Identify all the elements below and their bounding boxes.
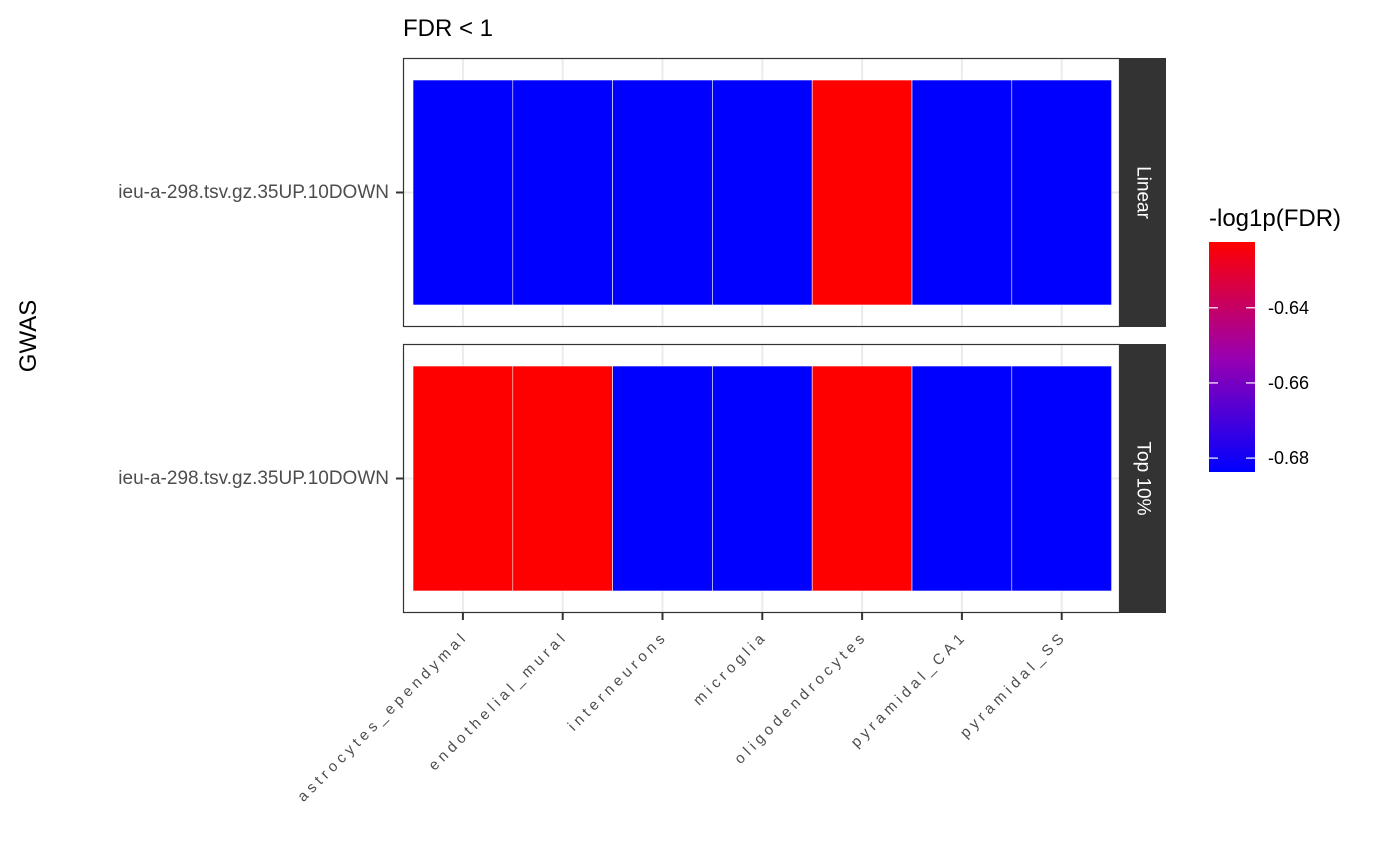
y-tick-label: ieu-a-298.tsv.gz.35UP.10DOWN (118, 468, 389, 489)
heatmap-tile (911, 365, 1013, 592)
legend-tick-label: -0.68 (1268, 448, 1309, 468)
legend-tick-label: -0.66 (1268, 373, 1309, 393)
chart-title: FDR < 1 (403, 15, 493, 42)
x-tick-label: pyramidal_SS (957, 628, 1071, 742)
heatmap-tile (1011, 365, 1112, 592)
panel-border (402, 57, 1121, 328)
facet-strip-label: Top 10% (1133, 442, 1154, 516)
x-tick-label: interneurons (565, 628, 672, 735)
heatmap-tile (512, 365, 613, 592)
heatmap-tile (811, 365, 913, 592)
heatmap-tile (412, 365, 514, 592)
x-tick-label: pyramidal_CA1 (848, 628, 971, 751)
legend-tick-label: -0.64 (1268, 298, 1309, 318)
legend-title: -log1p(FDR) (1209, 205, 1341, 232)
facet-panel: Linear ieu-a-298.tsv.gz.35UP.10DOWN (118, 57, 1166, 328)
heatmap-tile (911, 79, 1013, 306)
legend-colorbar (1209, 242, 1255, 472)
heatmap-tile (612, 365, 713, 592)
x-tick-label: astrocytes_ependymal (294, 628, 472, 806)
heatmap-tile (612, 79, 713, 306)
panel-border (402, 343, 1121, 614)
heatmap-tile (811, 79, 913, 306)
y-axis-title: GWAS (15, 300, 42, 372)
heatmap-tile (512, 79, 613, 306)
facet-strip-label: Linear (1133, 166, 1154, 219)
heatmap-tile (412, 79, 514, 306)
x-tick-label: microglia (690, 628, 771, 709)
y-tick-label: ieu-a-298.tsv.gz.35UP.10DOWN (118, 182, 389, 203)
heatmap-tile (1011, 79, 1112, 306)
facet-strip (1120, 344, 1166, 613)
heatmap-tile (712, 365, 813, 592)
facet-panel: Top 10% ieu-a-298.tsv.gz.35UP.10DOWN (118, 343, 1166, 614)
heatmap-tile (712, 79, 813, 306)
facet-strip (1120, 58, 1166, 327)
